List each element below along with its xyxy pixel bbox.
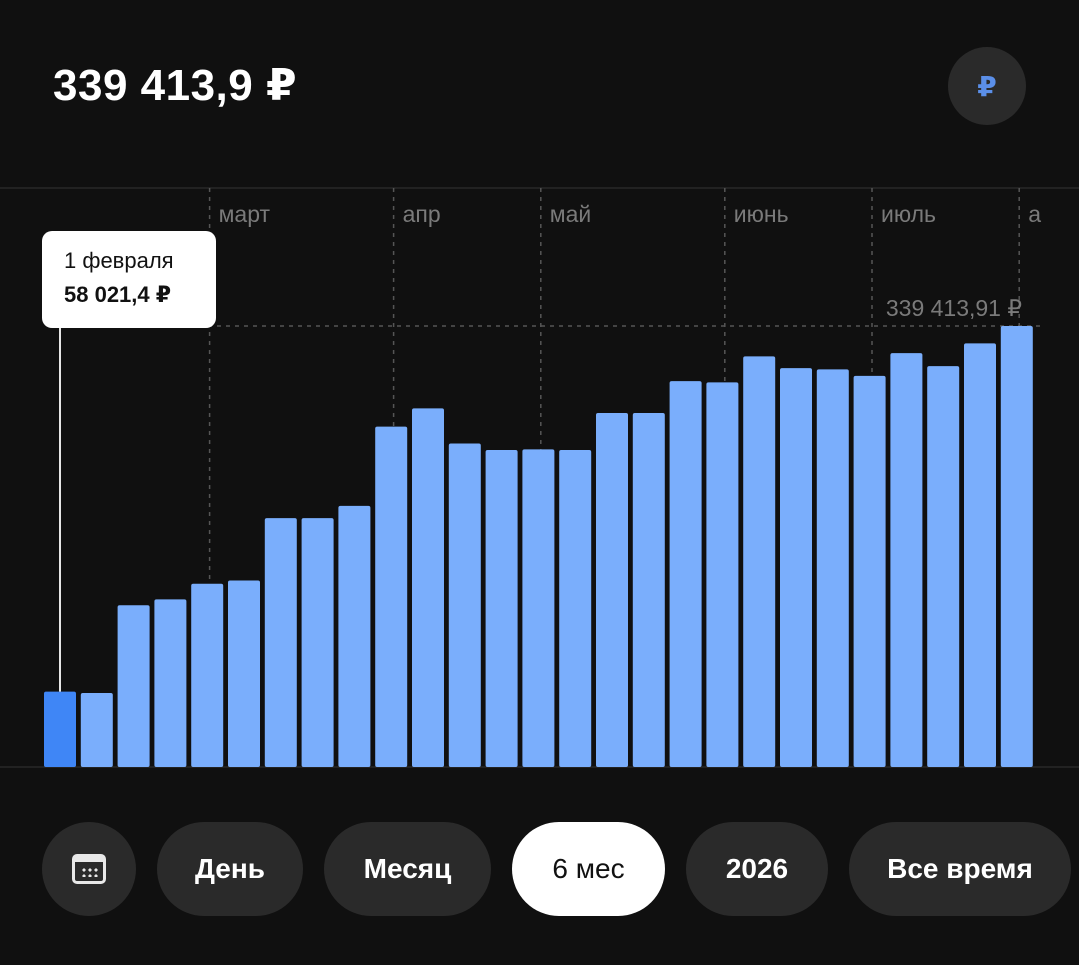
ruble-icon: ₽: [977, 70, 997, 102]
period-6-months-button[interactable]: 6 мес: [512, 822, 665, 916]
period-year-button[interactable]: 2026: [686, 822, 828, 916]
chart-bar: [448, 443, 481, 767]
period-all-time-button[interactable]: Все время: [849, 822, 1071, 916]
calendar-icon: [72, 854, 106, 884]
currency-button[interactable]: ₽: [948, 47, 1026, 125]
tooltip-value: 58 021,4 ₽: [64, 282, 172, 307]
chart-bar: [596, 412, 628, 767]
tooltip-date: 1 февраля: [64, 248, 174, 273]
period-selector: День Месяц 6 мес 2026 Все время: [0, 822, 1079, 916]
chart-bar: [890, 353, 923, 767]
chart-bar: [375, 426, 408, 767]
period-month-button[interactable]: Месяц: [324, 822, 491, 916]
chart-bar: [853, 375, 886, 767]
month-label: март: [219, 201, 271, 227]
chart-bar: [706, 382, 739, 767]
chart-bar: [117, 605, 150, 767]
chart-bar: [412, 408, 444, 767]
month-label: июнь: [734, 201, 789, 227]
chart-bar: [780, 368, 812, 767]
balance-total: 339 413,9 ₽: [53, 61, 298, 110]
chart-bar: [44, 691, 76, 767]
chart-bar: [964, 343, 996, 767]
max-value-label: 339 413,91 ₽: [886, 295, 1022, 321]
month-label: а: [1028, 201, 1041, 227]
chart-bar: [522, 449, 555, 767]
chart-bar: [559, 449, 592, 767]
month-label: апр: [403, 201, 441, 227]
chart-bar: [669, 381, 702, 767]
chart-bar: [338, 505, 371, 767]
chart-bar: [485, 449, 518, 767]
chart-bar: [154, 599, 187, 767]
month-label: май: [550, 201, 591, 227]
chart-bar: [1000, 326, 1033, 767]
chart-bar: [228, 580, 260, 767]
chart-bar: [264, 518, 297, 767]
chart-bar: [191, 583, 224, 767]
chart-bar: [927, 366, 960, 767]
chart-bar: [301, 518, 334, 767]
month-label: июль: [881, 201, 936, 227]
chart-bar: [80, 692, 113, 767]
chart-bar: [816, 369, 849, 767]
calendar-button[interactable]: [42, 822, 136, 916]
chart-bar: [632, 412, 665, 767]
period-day-button[interactable]: День: [157, 822, 303, 916]
chart-bar: [743, 356, 776, 767]
chart-tooltip: 1 февраля 58 021,4 ₽: [42, 231, 216, 328]
